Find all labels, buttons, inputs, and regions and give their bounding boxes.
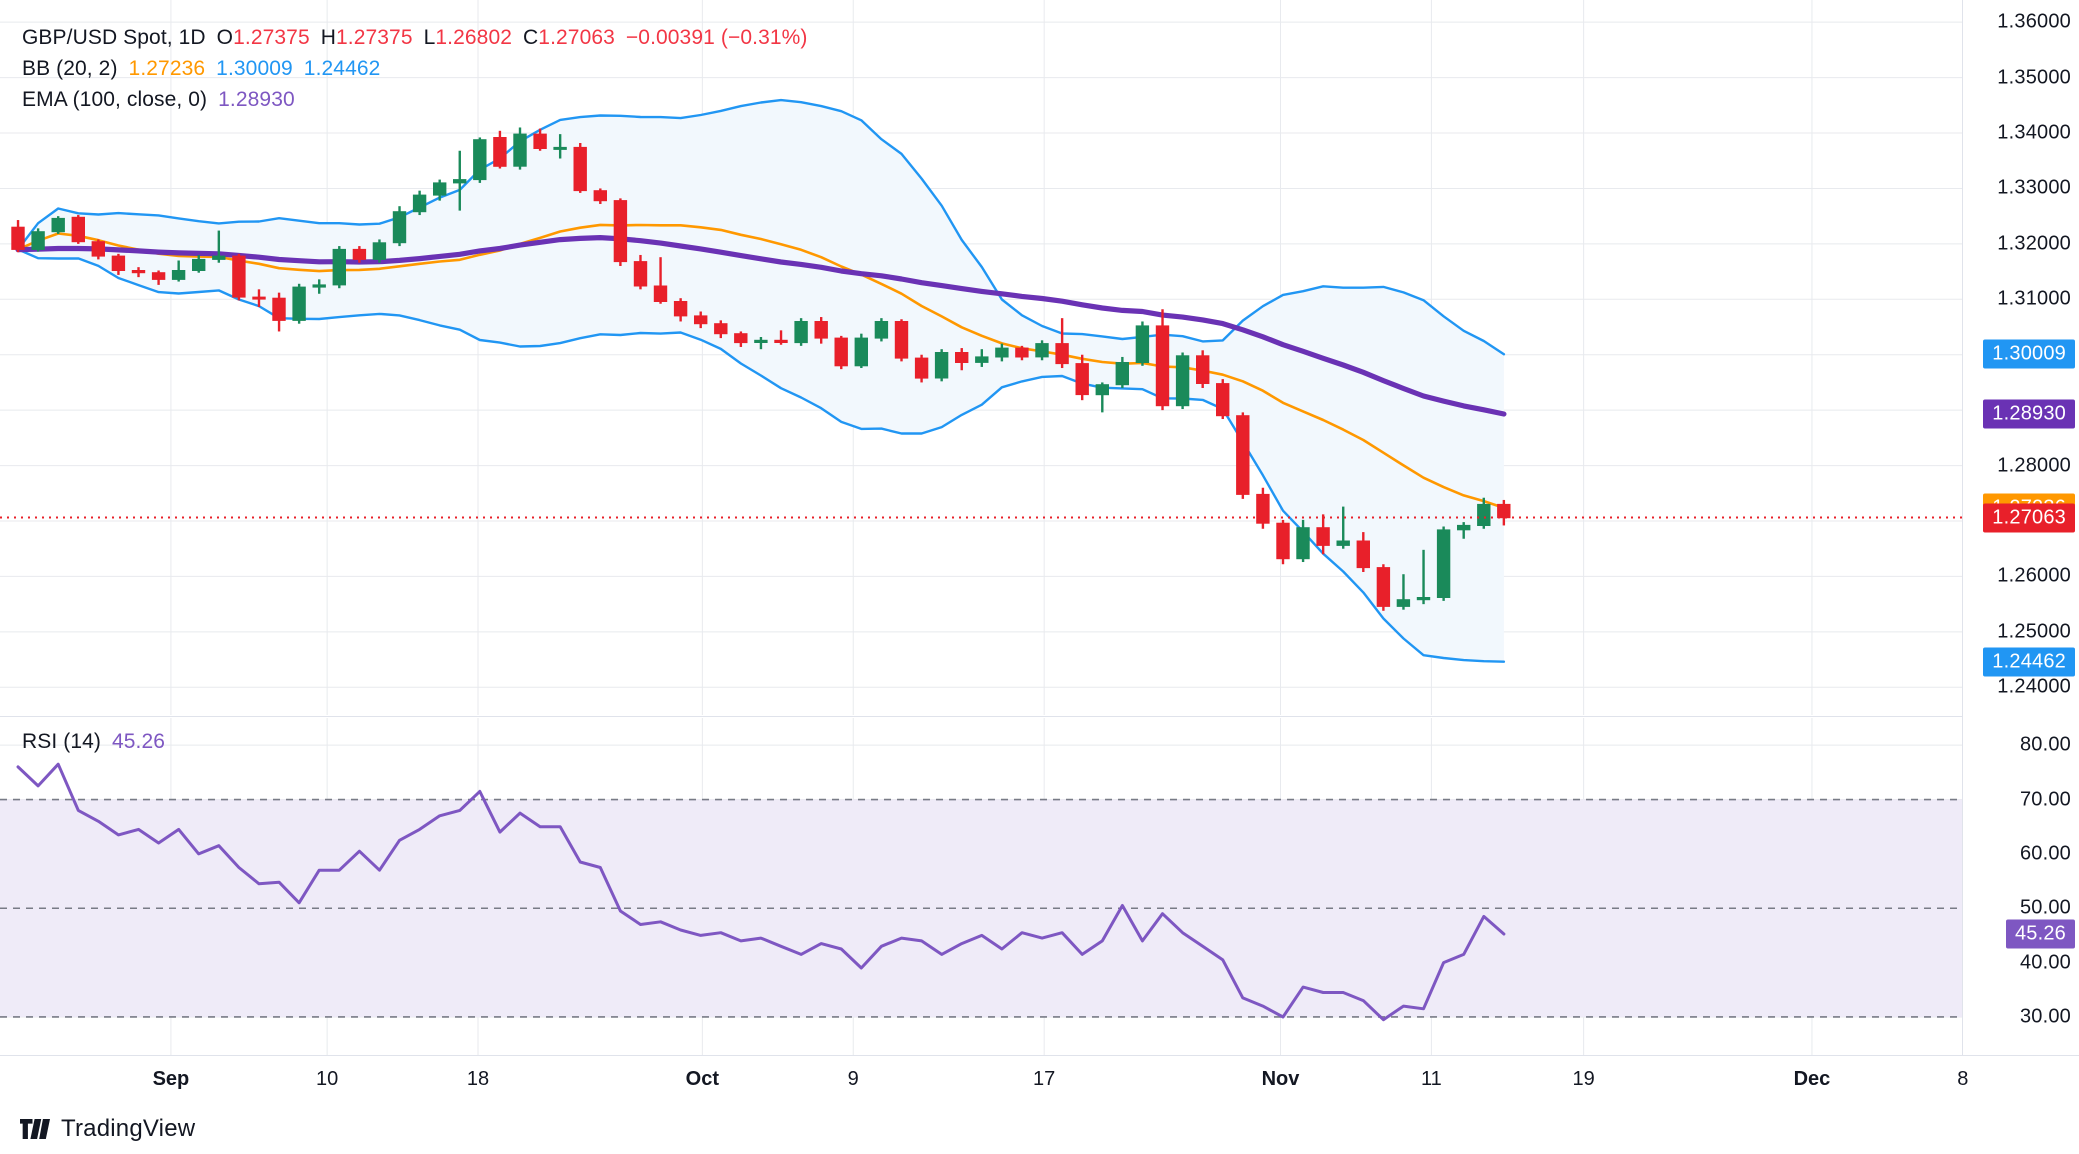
rsi-axis-tick: 30.00 [2019, 1005, 2071, 1028]
price-axis-tick: 1.33000 [1997, 176, 2071, 199]
time-axis-tick: Dec [1793, 1068, 1831, 1090]
time-axis-tick: 17 [1033, 1068, 1056, 1090]
rsi-axis-tick: 60.00 [2019, 842, 2071, 865]
price-axis[interactable]: 1.36000 1.35000 1.34000 1.33000 1.32000 1.310… [1962, 0, 2079, 1055]
price-axis-tick: 1.26000 [1997, 564, 2071, 587]
price-axis-tick: 1.28000 [1997, 454, 2071, 477]
price-chart-canvas[interactable] [0, 0, 1962, 715]
last-price-badge[interactable]: 1.27063 [1983, 503, 2075, 533]
time-axis-tick: 19 [1572, 1068, 1595, 1090]
tradingview-logo-icon [20, 1119, 50, 1139]
bb-lower-badge[interactable]: 1.24462 [1983, 647, 2075, 677]
time-axis-tick: Sep [152, 1068, 190, 1090]
time-axis-tick: Nov [1261, 1068, 1300, 1090]
rsi-axis-tick: 80.00 [2019, 733, 2071, 756]
rsi-line [16, 762, 1506, 1022]
rsi-pane[interactable]: RSI (14) 45.26 [0, 718, 1962, 1055]
candle-series [11, 127, 1511, 611]
price-axis-tick: 1.32000 [1997, 232, 2071, 255]
brand-bar: TradingView [0, 1103, 2079, 1154]
ema-badge[interactable]: 1.28930 [1983, 399, 2075, 429]
rsi-value-badge[interactable]: 45.26 [2005, 919, 2075, 949]
price-pane[interactable]: GBP/USD Spot, 1D O1.27375 H1.27375 L1.26802… [0, 0, 1962, 715]
time-axis-tick: 11 [1421, 1068, 1442, 1090]
time-axis-tick: Oct [685, 1068, 720, 1090]
price-axis-tick: 1.34000 [1997, 121, 2071, 144]
rsi-axis-tick: 70.00 [2019, 788, 2071, 811]
rsi-chart-canvas[interactable] [0, 718, 1962, 1055]
price-axis-tick: 1.25000 [1997, 620, 2071, 643]
time-axis[interactable]: Sep 10 18 Oct 9 17 Nov 11 19 Dec 8 [0, 1055, 2079, 1103]
tradingview-brand[interactable]: TradingView [20, 1115, 195, 1143]
tradingview-brand-label: TradingView [61, 1115, 196, 1142]
price-axis-tick: 1.31000 [1997, 287, 2071, 310]
time-axis-tick: 10 [316, 1068, 339, 1090]
time-axis-tick: 18 [466, 1068, 490, 1090]
time-axis-tick: 8 [1957, 1068, 1969, 1090]
price-axis-tick: 1.35000 [1997, 66, 2071, 89]
price-axis-tick: 1.36000 [1997, 10, 2071, 33]
pane-divider [0, 716, 1962, 717]
time-axis-tick: 9 [847, 1068, 859, 1090]
rsi-axis-tick: 50.00 [2019, 896, 2071, 919]
bb-upper-badge[interactable]: 1.30009 [1983, 339, 2075, 369]
rsi-axis-tick: 40.00 [2019, 951, 2071, 974]
price-axis-tick: 1.24000 [1997, 675, 2071, 698]
